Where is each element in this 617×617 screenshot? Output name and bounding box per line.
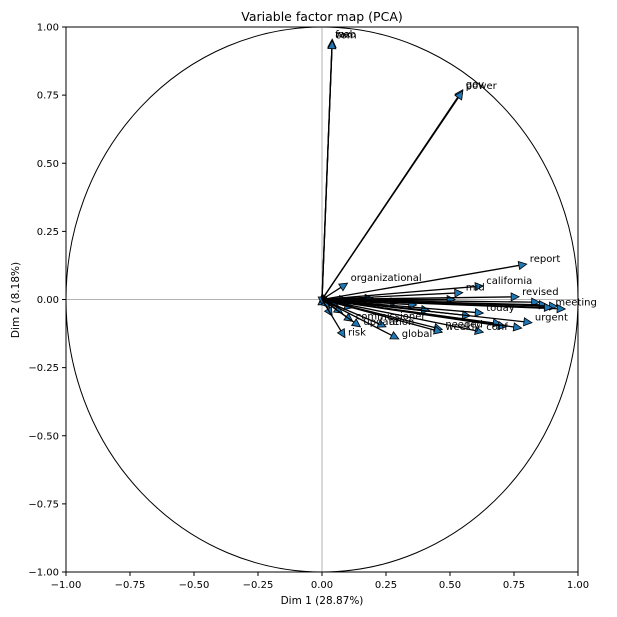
variable-arrow xyxy=(321,298,554,313)
x-tick-label: −1.00 xyxy=(51,580,82,591)
x-axis-ticks: −1.00 −0.75 −0.50 −0.25 0.00 0.25 0.50 0.75 1.00 xyxy=(51,572,589,591)
x-tick-label: 0.75 xyxy=(503,580,525,591)
y-tick-label: 0.25 xyxy=(37,227,59,238)
x-tick-label: −0.50 xyxy=(179,580,210,591)
x-tick-label: 0.00 xyxy=(311,580,333,591)
y-tick-label: 0.00 xyxy=(37,295,59,306)
y-tick-label: 0.75 xyxy=(37,91,59,102)
variable-label: report xyxy=(530,254,561,265)
variable-arrow xyxy=(321,39,337,300)
x-tick-label: −0.25 xyxy=(243,580,274,591)
y-tick-label: −1.00 xyxy=(28,568,59,579)
variable-label: global xyxy=(402,329,433,340)
y-tick-label: −0.50 xyxy=(28,431,59,442)
y-tick-label: 1.00 xyxy=(37,23,59,34)
variable-arrow xyxy=(321,90,464,300)
variable-label: needed xyxy=(445,319,483,330)
variable-label: conf xyxy=(486,322,508,333)
y-axis-title: Dim 2 (8.18%) xyxy=(10,262,22,338)
variable-arrow xyxy=(321,298,485,336)
variable-label: commissioner xyxy=(356,311,427,322)
y-tick-label: 0.50 xyxy=(37,159,59,170)
variable-arrow xyxy=(321,260,528,301)
x-tick-label: 0.25 xyxy=(375,580,397,591)
variable-arrows xyxy=(317,38,567,340)
variable-arrow xyxy=(321,298,362,328)
variable-label: california xyxy=(486,276,532,287)
variable-label: power xyxy=(466,81,498,92)
variable-label: meeting xyxy=(555,298,596,309)
variable-arrow xyxy=(321,299,346,339)
variable-arrow xyxy=(321,298,523,332)
variable-label: update xyxy=(363,317,398,328)
variable-label: fax xyxy=(335,29,351,40)
variable-label: organizational xyxy=(351,273,422,284)
x-tick-label: 1.00 xyxy=(567,580,589,591)
variable-label: ation xyxy=(389,317,414,328)
variable-label: today xyxy=(486,303,515,314)
variable-arrow xyxy=(321,298,387,328)
variable-arrow xyxy=(321,298,444,335)
variable-arrow xyxy=(321,292,520,302)
variable-label: urgent xyxy=(535,313,568,324)
variable-arrow xyxy=(321,288,464,301)
x-axis-title: Dim 1 (28.87%) xyxy=(281,595,364,607)
variable-label: weekly xyxy=(445,322,480,333)
variable-label: com xyxy=(335,31,356,42)
x-tick-label: 0.50 xyxy=(439,580,461,591)
variable-arrow xyxy=(321,282,349,301)
chart-title: Variable factor map (PCA) xyxy=(241,9,403,24)
variable-label: web xyxy=(335,29,356,40)
variable-arrow xyxy=(321,298,400,340)
variable-label: revised xyxy=(522,287,558,298)
y-axis-ticks: −1.00 −0.75 −0.50 −0.25 0.00 0.25 0.50 0.75 1.00 xyxy=(28,23,66,579)
variable-arrow xyxy=(321,298,485,318)
x-tick-label: −0.75 xyxy=(115,580,146,591)
variable-arrow xyxy=(321,281,485,301)
y-tick-label: −0.75 xyxy=(28,499,59,510)
y-tick-label: −0.25 xyxy=(28,363,59,374)
variable-label: mid xyxy=(466,283,485,294)
variable-arrow xyxy=(321,298,533,327)
variable-label: risk xyxy=(348,328,366,339)
variable-label: gov xyxy=(466,80,484,91)
